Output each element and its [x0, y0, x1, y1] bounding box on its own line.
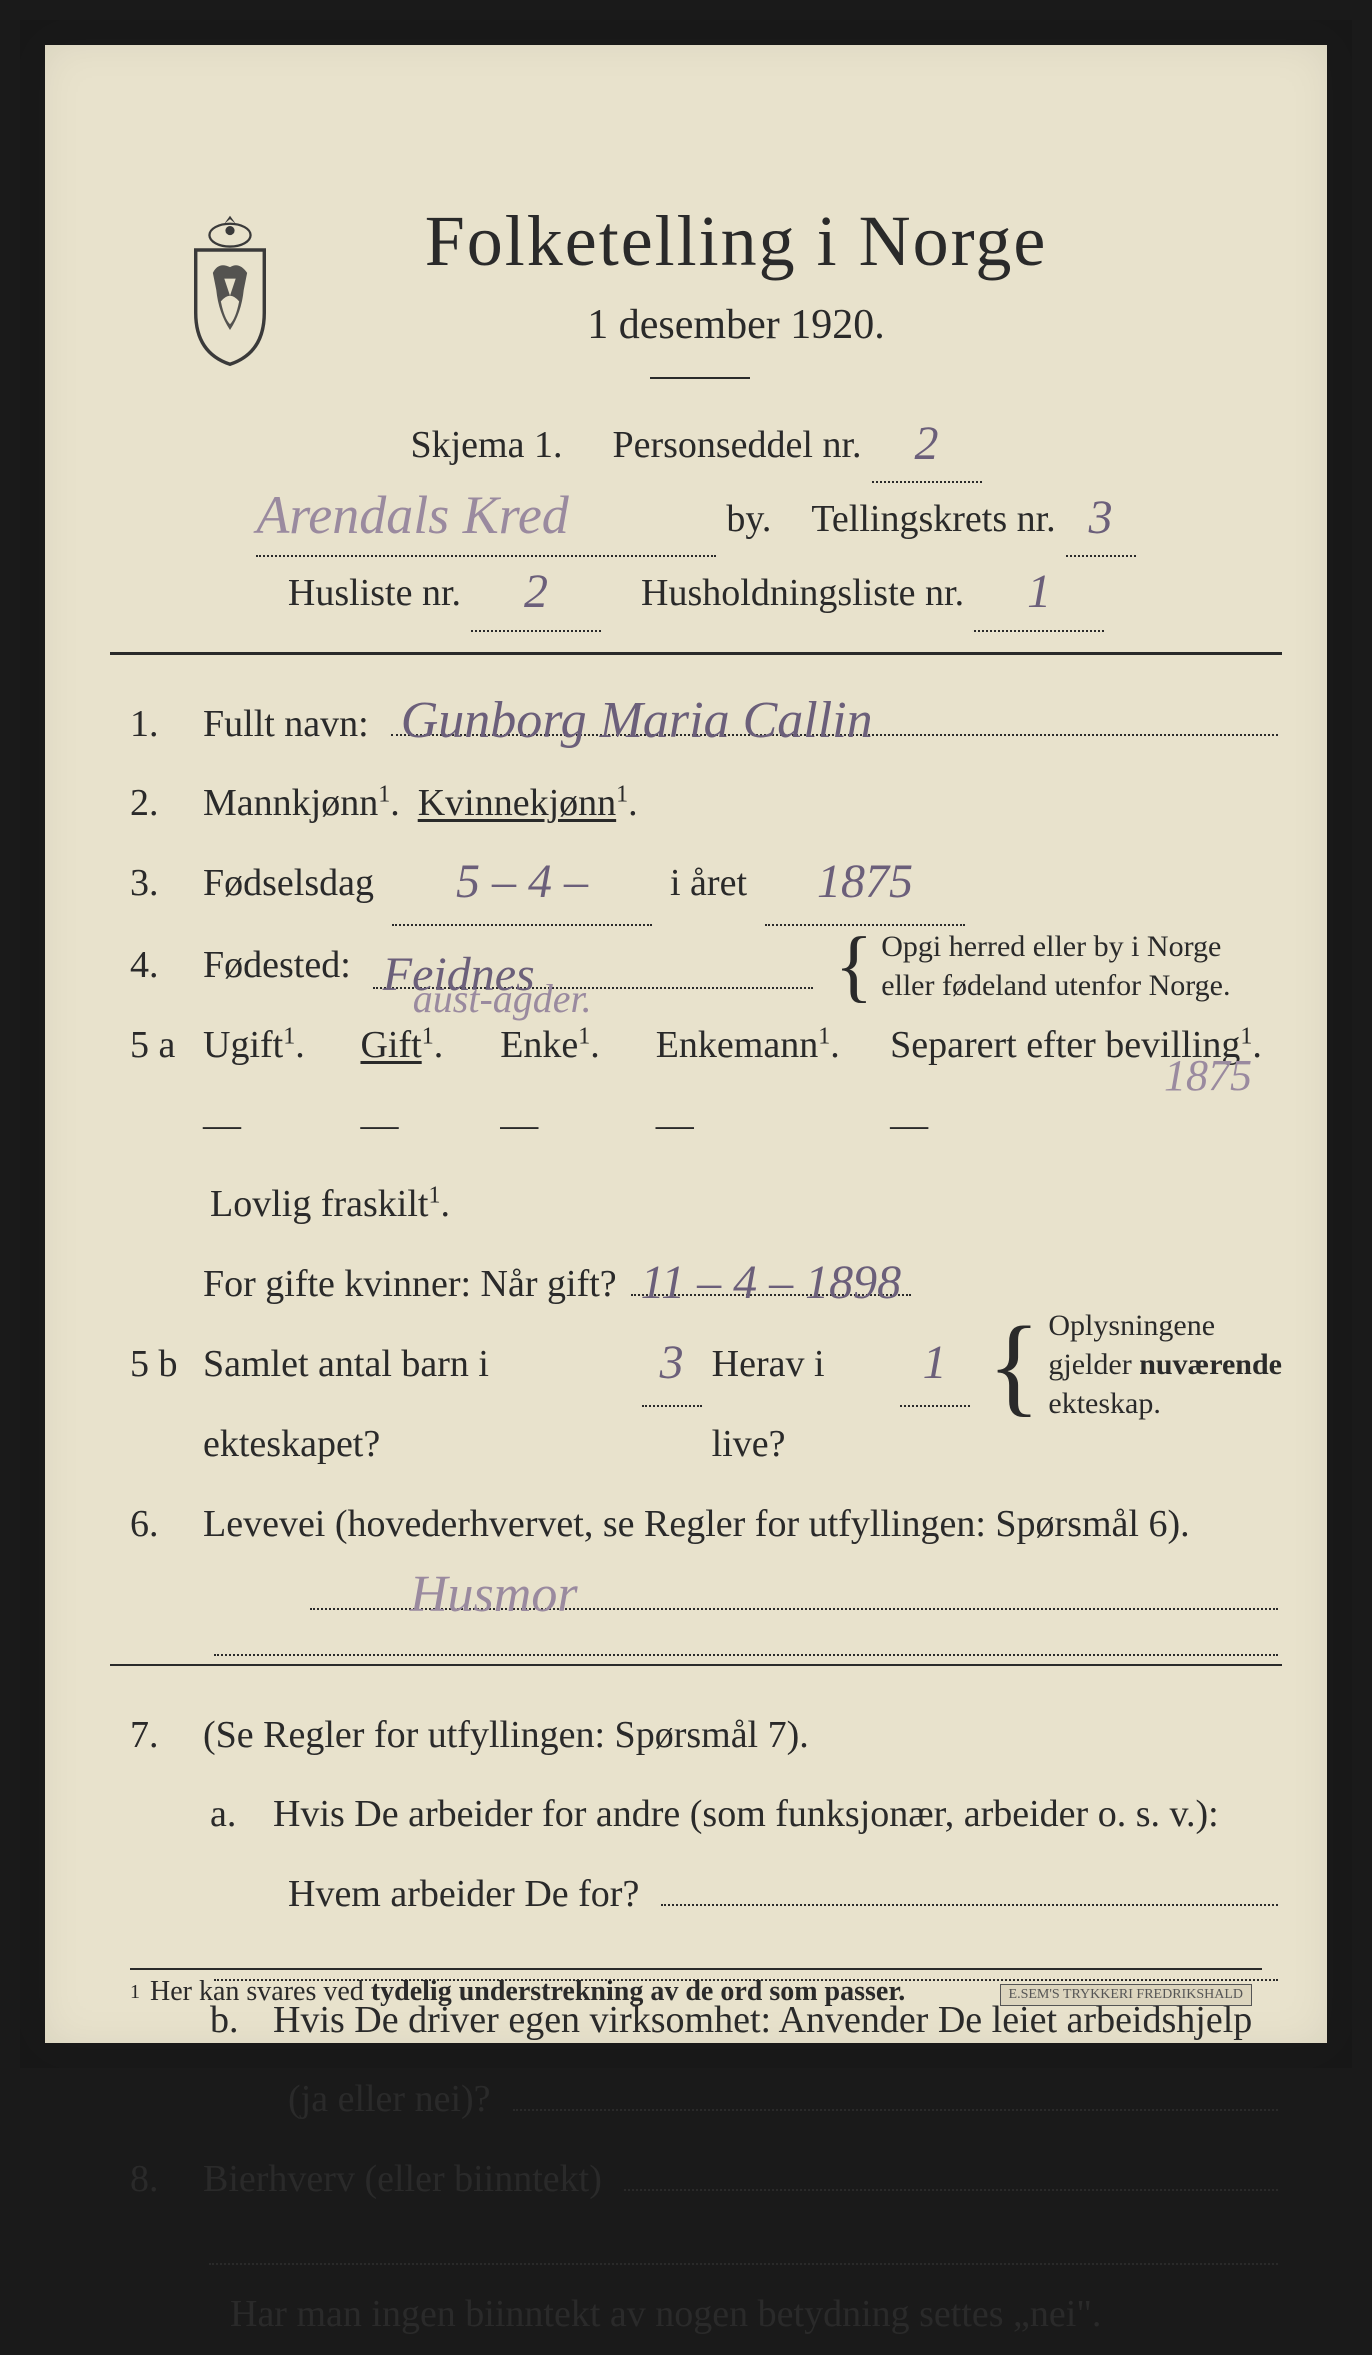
- q2-num: 2.: [130, 764, 185, 844]
- q8-row: 8. Bierhverv (eller biinntekt): [110, 2140, 1282, 2220]
- q8-blank: [110, 2220, 1282, 2266]
- margin-year: 1875: [1164, 1030, 1252, 1122]
- q2-mann: Mannkjønn: [203, 782, 378, 824]
- printer-stamp: E.SEM'S TRYKKERI FREDRIKSHALD: [1000, 1984, 1252, 2006]
- q5a-enke: Enke: [500, 1024, 578, 1066]
- q7a-q: Hvem arbeider De for?: [288, 1855, 639, 1935]
- telling-nr: 3: [1089, 499, 1113, 537]
- q3-day: 5 – 4 –: [456, 863, 588, 901]
- q7a-q-row: Hvem arbeider De for?: [110, 1855, 1282, 1935]
- q3-label: Fødselsdag: [203, 844, 374, 924]
- q3-year: 1875: [817, 863, 913, 901]
- by-label: by.: [726, 483, 771, 555]
- footnote-bold: tydelig understrekning av de ord som pas…: [371, 1976, 905, 2007]
- q6-row: 6. Levevei (hovederhvervet, se Regler fo…: [110, 1485, 1282, 1565]
- form-title: Folketelling i Norge: [190, 200, 1282, 283]
- q5b-note1: Oplysningene: [1048, 1306, 1282, 1345]
- q4-note2: eller fødeland utenfor Norge.: [881, 966, 1230, 1005]
- q5a-gift: Gift: [360, 1024, 421, 1066]
- q5b-note2a: gjelder: [1048, 1348, 1139, 1381]
- coat-of-arms-icon: [170, 210, 290, 370]
- q1-value: Gunborg Maria Callin: [401, 700, 873, 742]
- q6-divider: [110, 1664, 1282, 1666]
- q6-num: 6.: [130, 1485, 185, 1565]
- q1-label: Fullt navn:: [203, 685, 369, 765]
- brace-icon: {: [988, 1321, 1041, 1409]
- q4-note1: Opgi herred eller by i Norge: [881, 927, 1230, 966]
- q3-mid: i året: [670, 844, 747, 924]
- q3-row: 3. Fødselsdag 5 – 4 – i året 1875: [110, 844, 1282, 926]
- q1-num: 1.: [130, 685, 185, 765]
- q5b-note2b: nuværende: [1139, 1348, 1282, 1381]
- header-rule: [650, 377, 750, 379]
- husliste-nr: 2: [524, 573, 548, 611]
- q5b-num: 5 b: [130, 1325, 185, 1405]
- q7-label: (Se Regler for utfyllingen: Spørsmål 7).: [203, 1696, 809, 1776]
- q7a-row: a. Hvis De arbeider for andre (som funks…: [110, 1775, 1282, 1855]
- q5b-barn: 3: [660, 1344, 684, 1382]
- person-label: Personseddel nr.: [612, 409, 861, 481]
- meta-section: Skjema 1. Personseddel nr. 2 Arendals Kr…: [110, 409, 1282, 632]
- footnote-pre: Her kan svares ved: [150, 1976, 371, 2007]
- q7a-num: a.: [210, 1775, 255, 1855]
- q8-label: Bierhverv (eller biinntekt): [203, 2140, 602, 2220]
- q5a-lovlig: Lovlig fraskilt: [210, 1183, 428, 1225]
- q5b-label3: Herav i live?: [712, 1325, 890, 1485]
- q5a-num: 5 a: [130, 1006, 185, 1086]
- questions-block: 1. Fullt navn: Gunborg Maria Callin 2. M…: [110, 685, 1282, 2355]
- telling-label: Tellingskrets nr.: [811, 483, 1055, 555]
- q5a-row2: Lovlig fraskilt1.: [110, 1165, 1282, 1245]
- q2-kvinne: Kvinnekjønn: [418, 782, 616, 824]
- q7-row: 7. (Se Regler for utfyllingen: Spørsmål …: [110, 1696, 1282, 1776]
- q2-row: 2. Mannkjønn1. Kvinnekjønn1.: [110, 764, 1282, 844]
- q5b-label1: For gifte kvinner: Når gift?: [203, 1245, 617, 1325]
- q5b-note3: ekteskap.: [1048, 1384, 1282, 1423]
- q5b-row: 5 b For gifte kvinner: Når gift? 11 – 4 …: [110, 1245, 1282, 1484]
- husholdning-label: Husholdningsliste nr.: [641, 557, 964, 629]
- skjema-label: Skjema 1.: [410, 409, 562, 481]
- q7b-q: (ja eller nei)?: [288, 2060, 491, 2140]
- q7a-label: Hvis De arbeider for andre (som funksjon…: [273, 1775, 1219, 1855]
- q1-row: 1. Fullt navn: Gunborg Maria Callin: [110, 685, 1282, 765]
- q5b-live: 1: [923, 1344, 947, 1382]
- q4-row: 4. Fødested: Feidnes aust-agder. { Opgi …: [110, 926, 1282, 1006]
- q7-num: 7.: [130, 1696, 185, 1776]
- q5a-enkemann: Enkemann: [656, 1024, 819, 1066]
- q7b-q-row: (ja eller nei)?: [110, 2060, 1282, 2140]
- brace-icon: {: [835, 934, 873, 998]
- q8-num: 8.: [130, 2140, 185, 2220]
- census-form-page: Folketelling i Norge 1 desember 1920. Sk…: [20, 20, 1352, 2068]
- q5a-ugift: Ugift: [203, 1024, 283, 1066]
- form-subtitle: 1 desember 1920.: [190, 301, 1282, 349]
- person-nr: 2: [915, 425, 939, 463]
- footnote-marker: 1: [130, 1981, 140, 2004]
- tail-row: Har man ingen biinntekt av nogen betydni…: [110, 2275, 1282, 2355]
- q5b-gift-dato: 11 – 4 – 1898: [641, 1264, 901, 1302]
- q4-num: 4.: [130, 926, 185, 1006]
- husliste-label: Husliste nr.: [288, 557, 461, 629]
- section-divider: [110, 652, 1282, 655]
- q6-label: Levevei (hovederhvervet, se Regler for u…: [203, 1485, 1190, 1565]
- q5a-row: 5 a Ugift1. — Gift1. — Enke1. — Enkemann…: [110, 1006, 1282, 1166]
- tail-text: Har man ingen biinntekt av nogen betydni…: [230, 2275, 1101, 2355]
- husholdning-nr: 1: [1027, 573, 1051, 611]
- q6-blank: [110, 1610, 1282, 1656]
- q5b-label2: Samlet antal barn i ekteskapet?: [203, 1325, 632, 1485]
- q3-num: 3.: [130, 844, 185, 924]
- q4-label: Fødested:: [203, 926, 351, 1006]
- q4-value2: aust-agder.: [413, 983, 592, 995]
- q6-value-row: Husmor: [110, 1564, 1282, 1610]
- by-handwritten: Arendals Kred: [256, 494, 568, 537]
